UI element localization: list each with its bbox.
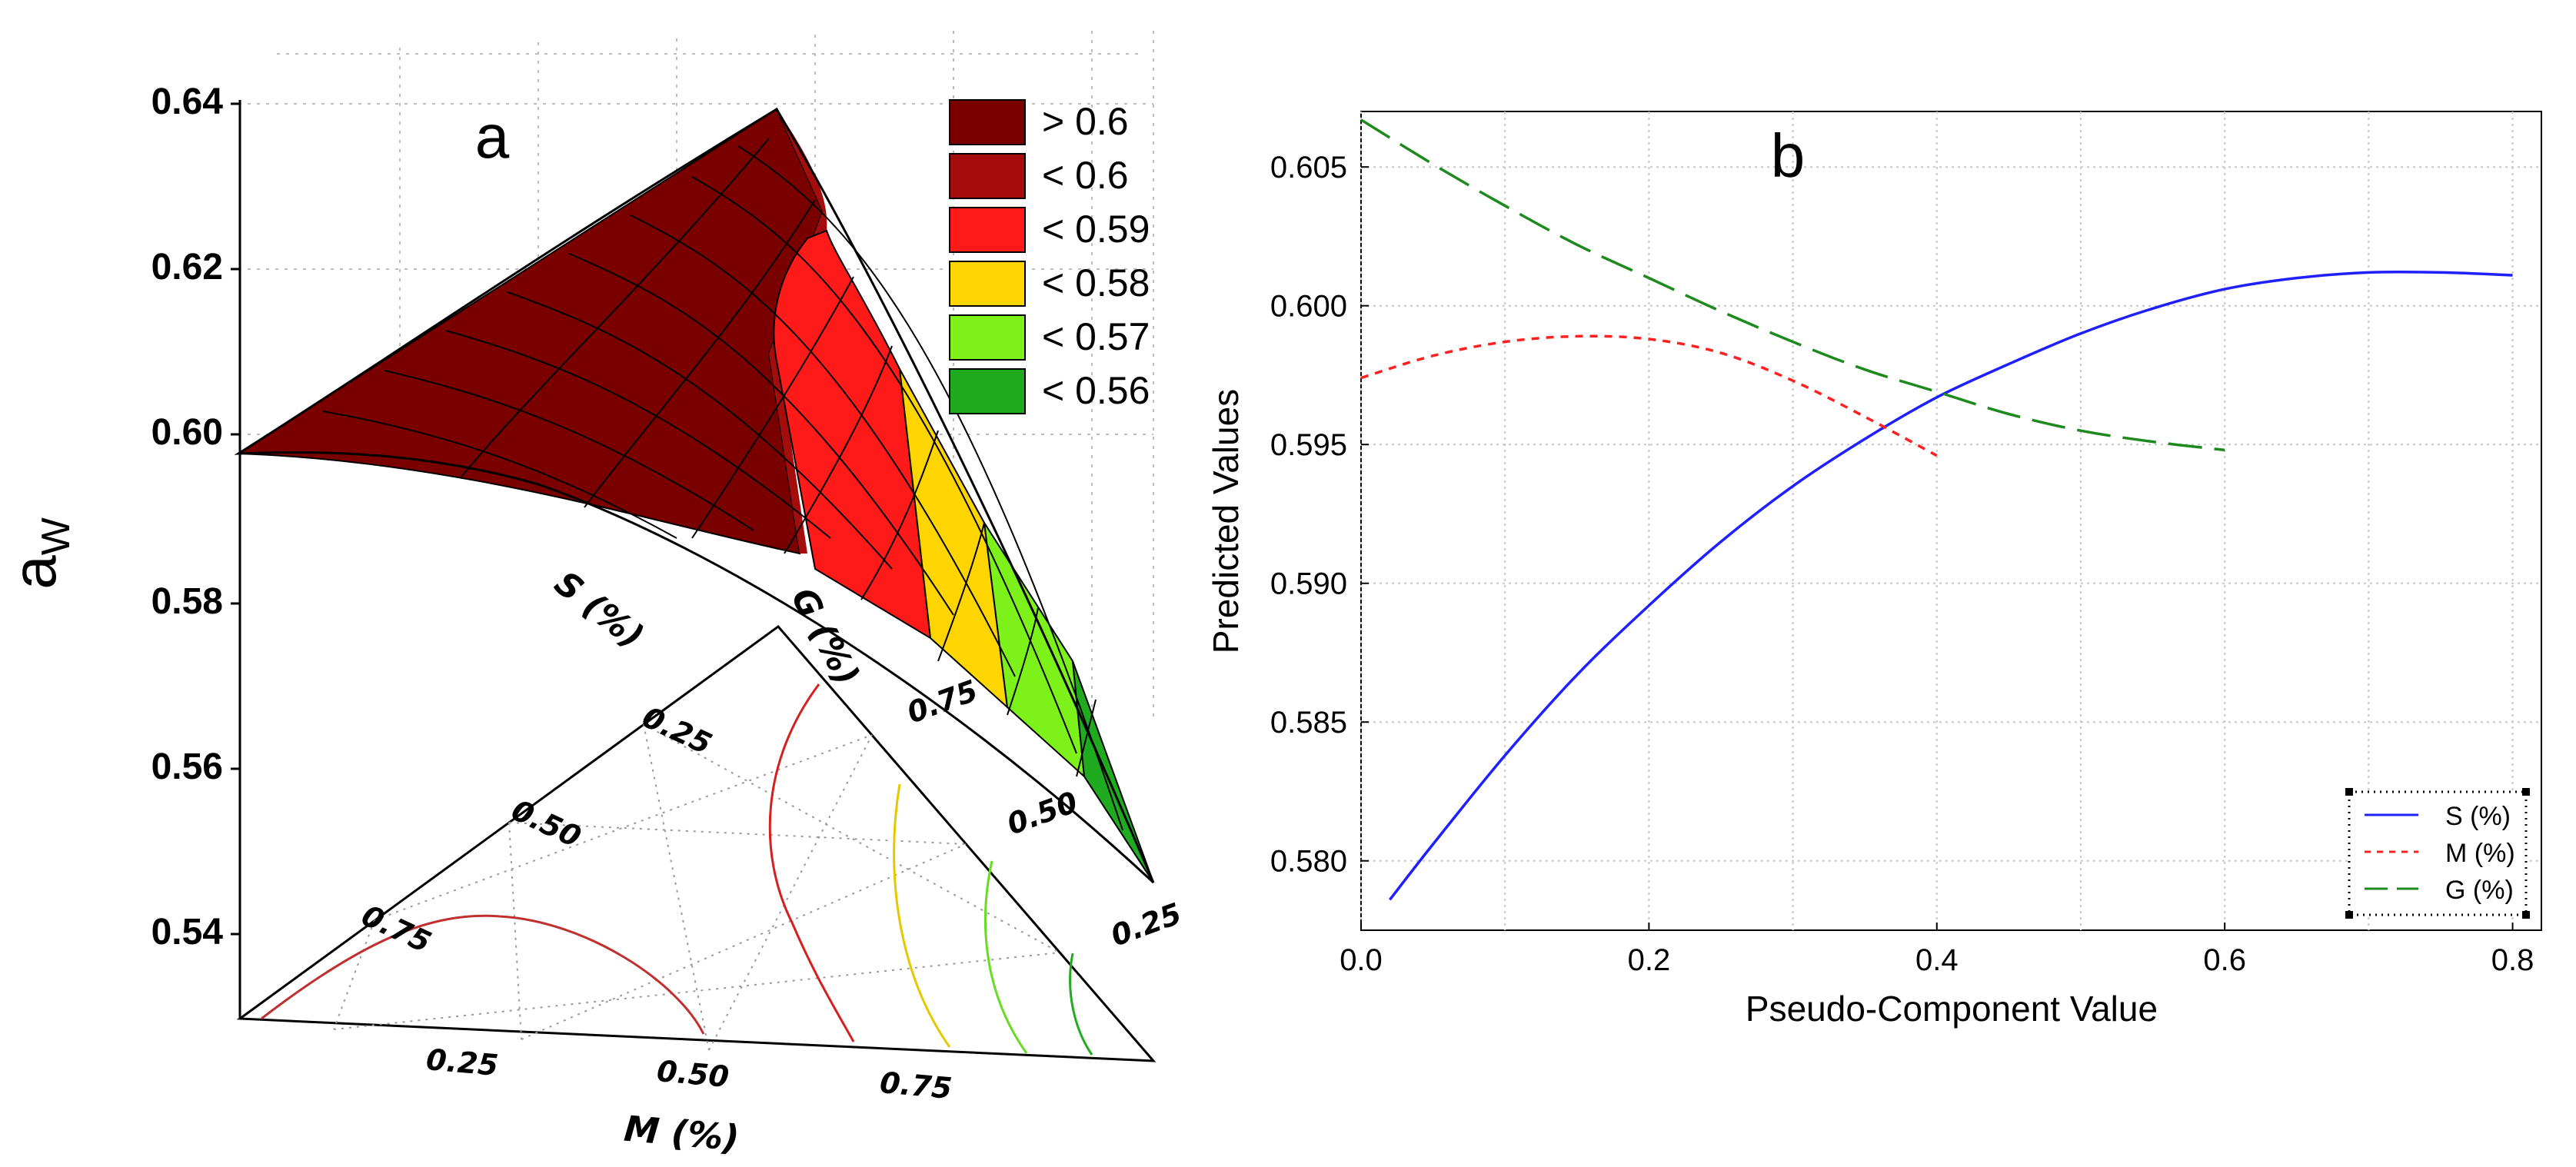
z-tick-label: 0.64 (151, 81, 224, 122)
y-axis-ticks: 0.580 0.585 0.590 0.595 0.600 0.605 (1270, 151, 1369, 879)
panel-label-b: b (1771, 121, 1806, 190)
surface-band-lt-0.6 (769, 109, 827, 554)
y-axis-label: Predicted Values (1206, 389, 1246, 653)
y-tick-label: 0.580 (1270, 845, 1347, 879)
s-tick-label: 0.75 (357, 898, 437, 959)
legend-swatch (949, 153, 1026, 199)
surface-outline (234, 107, 1155, 884)
z-tick-label: 0.58 (151, 581, 223, 622)
grid (1360, 111, 2541, 930)
legend-label-m: M (%) (2445, 839, 2515, 868)
s-tick-label: 0.25 (637, 700, 717, 761)
x-tick-label: 0.2 (1628, 943, 1671, 977)
legend-swatch (949, 368, 1026, 414)
s-axis-label: S (%) (547, 564, 651, 657)
y-tick-label: 0.595 (1270, 428, 1347, 462)
m-axis-label: M (%) (622, 1108, 741, 1159)
response-surface (234, 107, 1155, 884)
legend-label: < 0.58 (1042, 261, 1150, 304)
g-tick-label: 0.75 (903, 673, 982, 730)
legend-label-g: G (%) (2445, 876, 2514, 905)
x-tick-label: 0.8 (2491, 943, 2534, 977)
x-tick-label: 0.4 (1915, 943, 1959, 977)
legend-label-s: S (%) (2445, 802, 2511, 831)
m-tick-label: 0.25 (425, 1042, 500, 1082)
legend-label: < 0.56 (1042, 369, 1150, 412)
legend-label: < 0.57 (1042, 315, 1150, 358)
plot-area (1360, 111, 2542, 931)
legend-label: < 0.59 (1042, 208, 1150, 251)
series-line-g (1360, 118, 2225, 452)
surface-band-lt-0.56 (1072, 660, 1154, 883)
x-axis-ticks: 0.0 0.2 0.4 0.6 0.8 (1340, 923, 2534, 977)
x-tick-label: 0.0 (1340, 943, 1383, 977)
m-tick-label: 0.50 (656, 1054, 731, 1094)
x-tick-label: 0.6 (2203, 943, 2246, 977)
z-axis-label: aW (0, 517, 78, 590)
legend-frame (2348, 790, 2528, 916)
legend-swatch (949, 99, 1026, 145)
series-line-m (1360, 334, 1938, 457)
x-axis-label: Pseudo-Component Value (1746, 989, 2158, 1029)
legend-swatch (949, 314, 1026, 361)
surface-legend: > 0.6 < 0.6 < 0.59 < 0.58 < 0.57 < 0.56 (949, 99, 1150, 414)
series-lines (1360, 118, 2513, 901)
series-line-s (1389, 270, 2513, 901)
z-tick-label: 0.60 (151, 412, 223, 453)
line-chart-panel-b: 0.0 0.2 0.4 0.6 0.8 0.580 0.585 0.590 0.595 0.60… (1206, 111, 2542, 1029)
legend-swatch (949, 207, 1026, 253)
z-tick-label: 0.56 (151, 746, 223, 787)
y-tick-label: 0.590 (1270, 567, 1347, 601)
z-tick-label: 0.54 (151, 912, 224, 953)
legend-label: < 0.6 (1042, 154, 1129, 197)
m-tick-label: 0.75 (879, 1066, 954, 1105)
base-contours (261, 683, 1093, 1056)
y-tick-label: 0.605 (1270, 151, 1347, 185)
panel-label-a: a (475, 102, 510, 171)
z-axis: 0.64 0.62 0.60 0.58 0.56 0.54 aW (0, 81, 240, 953)
surface-band-gt-0.6 (235, 108, 824, 555)
s-tick-label: 0.50 (507, 793, 587, 854)
g-tick-label: 0.25 (1107, 896, 1186, 953)
line-legend: S (%) M (%) G (%) (2345, 788, 2530, 919)
z-tick-label: 0.62 (151, 247, 223, 288)
g-axis-label: G (%) (783, 581, 867, 692)
y-tick-label: 0.600 (1270, 290, 1347, 324)
surface-mesh (322, 138, 1123, 831)
surface-plot-panel-a: 0.64 0.62 0.60 0.58 0.56 0.54 aW 0.25 0.… (0, 31, 1186, 1159)
g-tick-label: 0.50 (1003, 785, 1082, 841)
legend-swatch (949, 261, 1026, 307)
y-tick-label: 0.585 (1270, 706, 1347, 740)
legend-label: > 0.6 (1042, 100, 1129, 143)
ternary-grid (333, 723, 1060, 1051)
